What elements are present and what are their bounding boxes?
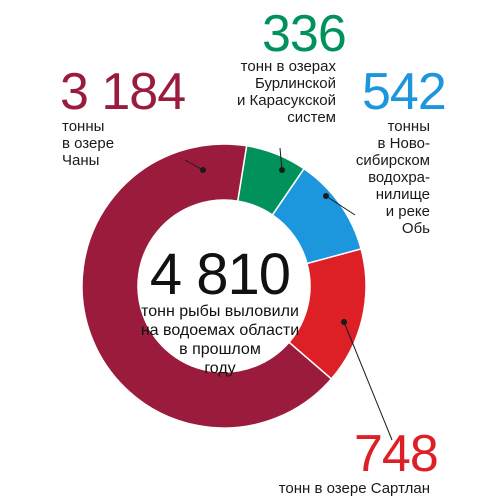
chany-description: тонны в озере Чаны	[62, 118, 114, 169]
chany-leader-line	[184, 159, 204, 171]
burlinskaya-desc-line: систем	[287, 109, 336, 126]
novosibirsk-desc-line: Обь	[401, 220, 430, 237]
total-caption: тонн рыбы выловили на водоемах области в…	[130, 302, 310, 378]
novosibirsk-desc-line: сибирском	[355, 152, 430, 169]
sartlan-description: тонн в озере Сартлан	[258, 480, 430, 497]
total-caption-line: на водоемах области	[140, 322, 300, 339]
sartlan-value: 748	[354, 425, 439, 483]
chany-slice	[81, 143, 333, 429]
chany-value: 3 184	[60, 63, 186, 121]
novosibirsk-desc-line: и реке	[385, 203, 430, 220]
burlinskaya-desc-line: и Карасукской	[237, 92, 336, 109]
chany-desc-line: в озере	[62, 135, 115, 152]
novosibirsk-desc-line: тонны	[387, 118, 430, 135]
burlinskaya-desc-line: тонн в озерах	[240, 58, 336, 75]
burlinskaya-leader-dot	[279, 167, 285, 173]
novosibirsk-desc-line: в Ново-	[377, 135, 430, 152]
novosibirsk-leader-line	[325, 195, 356, 216]
burlinskaya-description: тонн в озерах Бурлинской и Карасукской с…	[220, 58, 336, 126]
novosibirsk-leader-dot	[323, 193, 329, 199]
burlinskaya-leader-line	[279, 147, 283, 171]
burlinskaya-value: 336	[262, 5, 347, 63]
chany-desc-line: Чаны	[62, 152, 100, 169]
chany-desc-line: тонны	[62, 118, 105, 135]
novosibirsk-desc-line: нилище	[375, 186, 430, 203]
sartlan-leader-dot	[341, 319, 347, 325]
total-caption-line: году	[204, 360, 236, 377]
novosibirsk-value: 542	[362, 63, 447, 121]
total-value: 4 810	[149, 242, 291, 307]
novosibirsk-desc-line: водохра-	[368, 169, 430, 186]
burlinskaya-desc-line: Бурлинской	[254, 75, 336, 92]
sartlan-desc-line: тонн в озере Сартлан	[278, 480, 430, 497]
total-caption-line: тонн рыбы выловили	[141, 303, 299, 320]
chany-leader-dot	[200, 167, 206, 173]
total-caption-line: в прошлом	[179, 341, 261, 358]
sartlan-leader-line	[343, 321, 393, 441]
novosibirsk-description: тонны в Ново- сибирском водохра- нилище …	[340, 118, 430, 237]
